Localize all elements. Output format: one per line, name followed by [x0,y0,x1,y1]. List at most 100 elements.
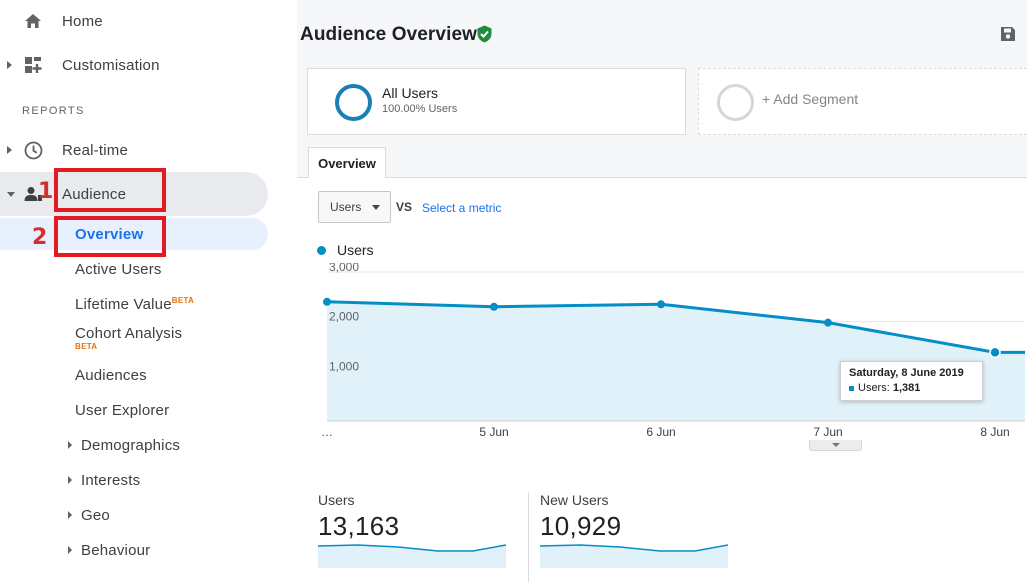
metric-dropdown-value: Users [330,200,362,214]
sidebar-item-geo[interactable]: Geo [0,498,268,532]
sidebar-item-demographics[interactable]: Demographics [0,428,268,462]
sidebar-item-label: Audience [62,185,127,203]
sidebar-item-behaviour[interactable]: Behaviour [0,533,268,567]
sidebar-item-realtime[interactable]: Real-time [0,133,297,167]
chevron-down-icon [7,191,15,197]
chart-tooltip: Saturday, 8 June 2019 Users: 1,381 [840,361,983,401]
sidebar-item-user-explorer[interactable]: User Explorer [0,393,268,427]
chevron-right-icon [68,511,72,519]
tooltip-swatch [849,385,854,391]
chevron-right-icon [7,146,12,154]
chevron-right-icon [68,476,72,484]
sidebar-item-label: Home [62,12,103,30]
segment-ring-icon [335,84,372,121]
overview-highlight [0,218,268,250]
legend-swatch [317,245,326,255]
sidebar-item-cohort-analysis[interactable]: Cohort Analysis BETA [0,316,268,352]
data-point [989,346,1001,359]
data-point [824,318,832,327]
segment-ring-icon [717,84,754,121]
metric-dropdown[interactable]: Users [318,191,391,223]
main-content: Audience Overview All Users 100.00% User… [297,0,1027,582]
reports-heading: REPORTS [22,105,85,117]
sidebar-item-active-users[interactable]: Active Users [0,252,268,286]
sidebar-item-customisation[interactable]: Customisation [0,48,297,82]
chevron-down-icon [832,443,840,447]
tooltip-value: 1,381 [892,382,921,394]
sidebar-item-home[interactable]: Home [0,4,297,38]
clock-icon [23,140,43,160]
data-point [490,302,498,311]
sidebar-item-overview[interactable]: Overview [0,217,268,251]
stat-new-users[interactable]: New Users 10,929 [528,492,728,582]
x-tick-label: 7 Jun [813,425,842,439]
segment-percentage: 100.00% Users [382,103,458,115]
tooltip-row: Users: 1,381 [849,382,974,394]
sidebar-item-audiences[interactable]: Audiences [0,358,268,392]
data-point [657,300,665,309]
sidebar-item-label: User Explorer [75,401,170,419]
annotation-box-overview [54,216,166,257]
report-panel: Users VS Select a metric Users 3,000 2,00… [297,177,1027,582]
sidebar-item-label: Cohort Analysis [75,325,183,342]
stat-users[interactable]: Users 13,163 [318,492,508,582]
lifetime-value-label: Lifetime Value [75,295,172,313]
stat-label: Users [318,492,355,508]
chart-resize-handle[interactable] [809,440,862,451]
sidebar-item-label: Geo [81,506,110,524]
beta-badge: BETA [75,342,98,351]
sidebar-item-label: Lifetime ValueBETA [75,296,194,313]
sidebar: Home Customisation REPORTS Real-time Aud… [0,0,297,582]
home-icon [23,11,43,31]
dashboard-icon [23,55,43,75]
page-title: Audience Overview [300,24,477,45]
x-tick-label: 6 Jun [646,425,675,439]
chevron-right-icon [68,441,72,449]
stat-label: New Users [540,492,609,508]
segment-all-users[interactable]: All Users 100.00% Users [307,68,686,135]
y-tick-label: 1,000 [329,359,359,373]
verified-check-icon [476,25,493,48]
segment-name: All Users [382,85,439,101]
x-tick-label: 5 Jun [479,425,508,439]
tab-overview[interactable]: Overview [308,147,386,178]
beta-badge: BETA [171,295,195,305]
stat-value: 10,929 [540,511,622,541]
sidebar-item-label: Behaviour [81,541,151,559]
add-segment-label: + Add Segment [762,91,859,107]
sidebar-item-label: Overview [75,225,144,243]
sidebar-item-interests[interactable]: Interests [0,463,268,497]
annotation-step-2: 2 [32,225,48,250]
tooltip-date: Saturday, 8 June 2019 [849,367,964,379]
tooltip-label: Users: [858,382,890,394]
legend-label: Users [337,242,374,258]
sidebar-item-label: Audiences [75,366,147,384]
chart-legend: Users [317,242,374,258]
sidebar-item-label: Interests [81,471,141,489]
x-tick-label: 8 Jun [980,425,1009,439]
sparkline-new-users [540,544,728,568]
save-icon[interactable] [1000,26,1016,47]
sidebar-item-label: Real-time [62,141,128,159]
sidebar-item-label: Active Users [75,260,162,278]
sidebar-item-audience[interactable]: Audience [0,177,268,211]
data-point [323,297,331,306]
stat-value: 13,163 [318,511,400,541]
add-segment-button[interactable]: + Add Segment [698,68,1027,135]
person-icon [23,184,43,204]
chevron-right-icon [7,61,12,69]
select-metric-link[interactable]: Select a metric [422,201,502,215]
annotation-box-audience [54,168,166,212]
sidebar-item-label: Demographics [81,436,181,454]
sidebar-item-lifetime-value[interactable]: Lifetime ValueBETA [0,287,268,321]
vs-label: VS [396,200,413,214]
sparkline-users [318,544,506,568]
x-tick-label: … [321,425,333,439]
y-tick-label: 3,000 [329,263,359,274]
users-chart[interactable]: 3,000 2,000 1,000 … 5 Jun 6 Jun 7 Jun 8 Jun [297,263,1027,443]
sidebar-item-label: Customisation [62,56,160,74]
chevron-down-icon [372,205,380,210]
y-tick-label: 2,000 [329,310,359,324]
chevron-right-icon [68,546,72,554]
annotation-step-1: 1 [38,179,54,204]
